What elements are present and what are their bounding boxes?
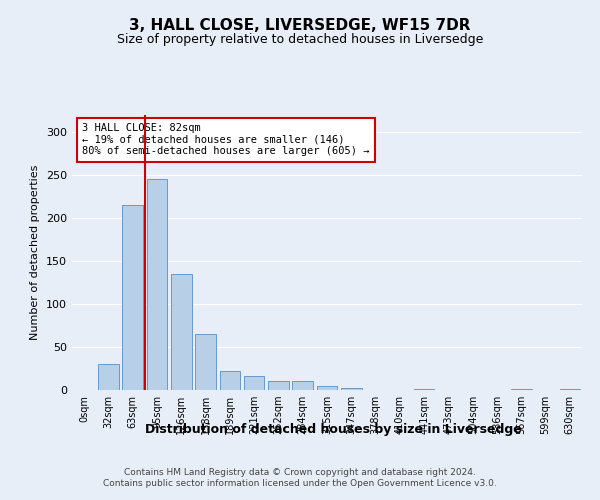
Bar xyxy=(560,389,580,390)
Bar xyxy=(341,388,362,390)
Bar xyxy=(171,274,191,390)
Text: 3 HALL CLOSE: 82sqm
← 19% of detached houses are smaller (146)
80% of semi-detac: 3 HALL CLOSE: 82sqm ← 19% of detached ho… xyxy=(82,123,370,156)
Bar xyxy=(414,389,434,390)
Bar xyxy=(244,376,265,390)
Text: 3, HALL CLOSE, LIVERSEDGE, WF15 7DR: 3, HALL CLOSE, LIVERSEDGE, WF15 7DR xyxy=(129,18,471,32)
Bar xyxy=(292,382,313,390)
Y-axis label: Number of detached properties: Number of detached properties xyxy=(31,165,40,340)
Bar xyxy=(98,364,119,390)
Bar xyxy=(195,334,216,390)
Bar xyxy=(268,380,289,390)
Bar xyxy=(220,371,240,390)
Text: Size of property relative to detached houses in Liversedge: Size of property relative to detached ho… xyxy=(117,32,483,46)
Bar xyxy=(511,389,532,390)
Bar xyxy=(122,205,143,390)
Text: Contains HM Land Registry data © Crown copyright and database right 2024.
Contai: Contains HM Land Registry data © Crown c… xyxy=(103,468,497,487)
Bar xyxy=(146,180,167,390)
Bar xyxy=(317,386,337,390)
Text: Distribution of detached houses by size in Liversedge: Distribution of detached houses by size … xyxy=(145,422,521,436)
